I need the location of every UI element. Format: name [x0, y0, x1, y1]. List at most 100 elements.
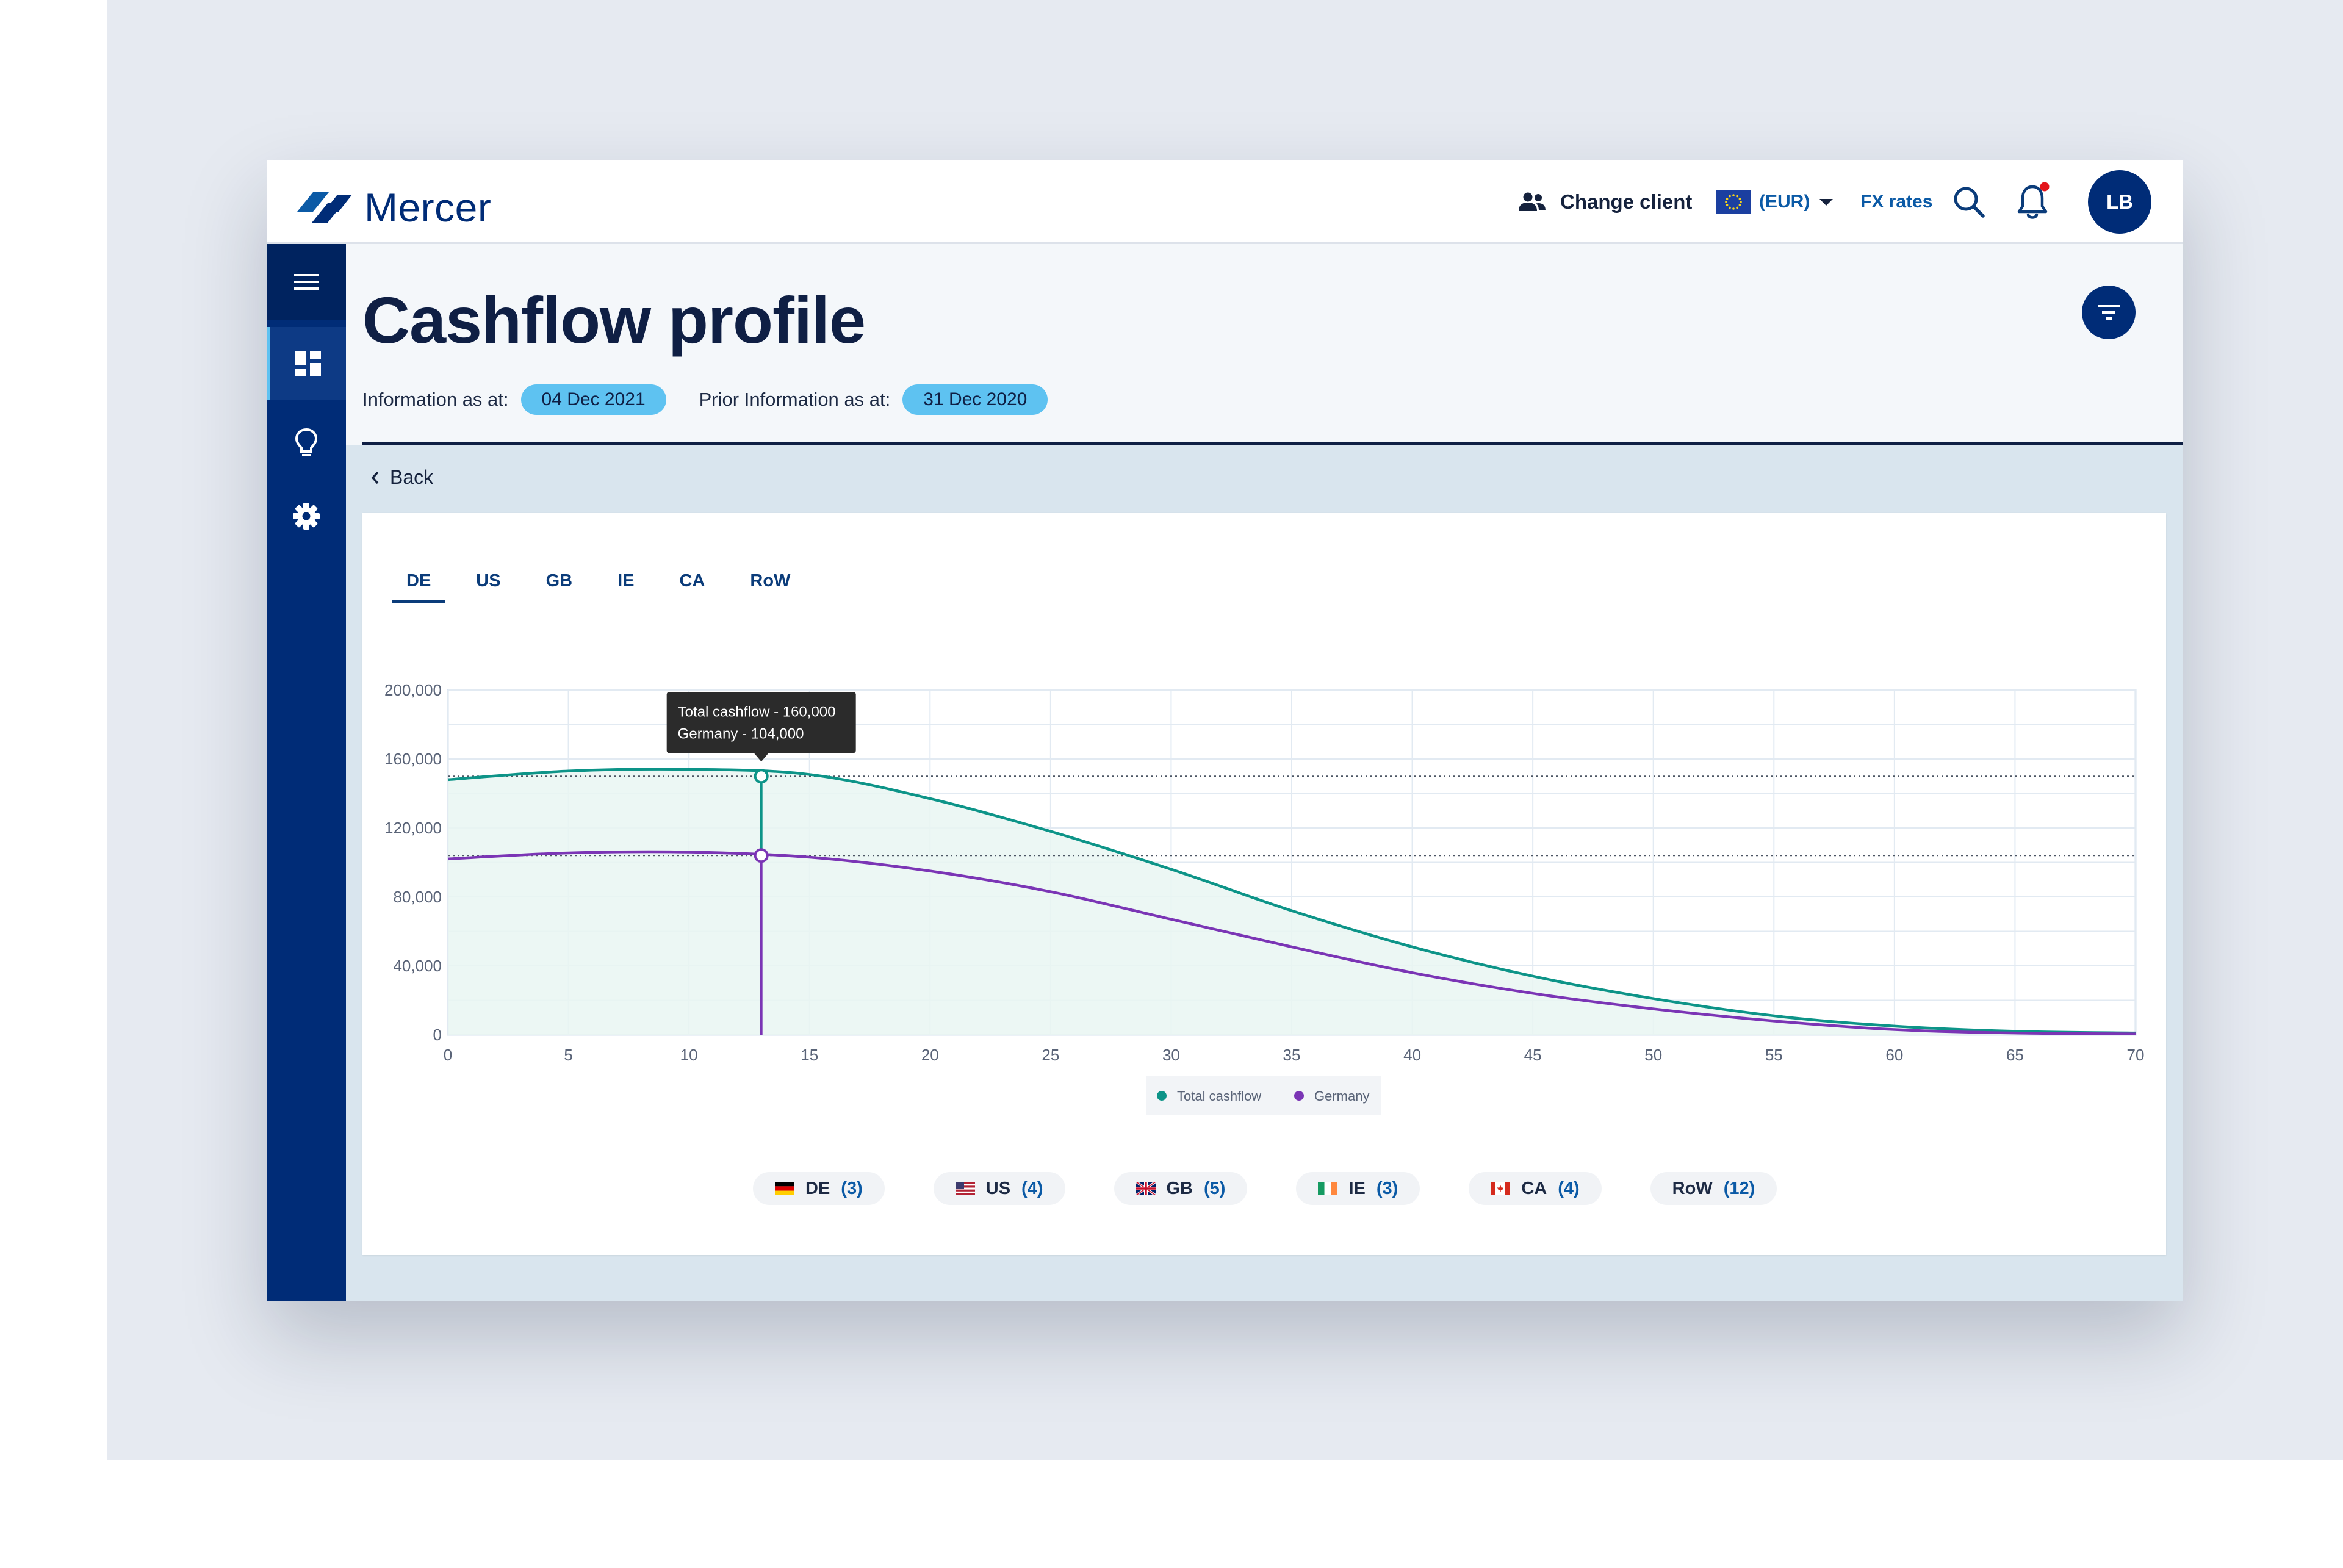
prior-date-badge: 31 Dec 2020 [902, 384, 1048, 415]
tooltip-line: Total cashflow - 160,000 [678, 703, 836, 720]
chip-de-count: (3) [841, 1178, 863, 1198]
header-divider [362, 442, 2183, 445]
x-tick-label: 20 [921, 1046, 939, 1064]
fx-rates-link[interactable]: FX rates [1860, 160, 1932, 244]
filter-icon [2098, 305, 2120, 320]
bell-icon [2017, 182, 2050, 219]
change-client-button[interactable]: Change client [1517, 160, 1692, 244]
users-icon [1519, 192, 1546, 211]
notification-dot [2040, 182, 2050, 192]
currency-selector[interactable]: (EUR) [1716, 160, 1834, 244]
hover-point-total [754, 769, 769, 784]
search-icon [1954, 187, 1985, 218]
page-title: Cashflow profile [362, 283, 866, 357]
x-tick-label: 65 [2006, 1046, 2024, 1064]
sidebar-item-dashboard[interactable] [267, 327, 346, 400]
tab-ca[interactable]: CA [679, 571, 705, 591]
x-tick-label: 40 [1403, 1046, 1421, 1064]
x-tick-label: 10 [680, 1046, 698, 1064]
menu-icon [294, 274, 319, 290]
x-tick-label: 60 [1885, 1046, 1903, 1064]
chip-ca-label: CA [1521, 1178, 1547, 1198]
chip-us-count: (4) [1021, 1178, 1043, 1198]
mercer-logo[interactable]: Mercer [297, 184, 491, 231]
sidebar-item-insights[interactable] [267, 406, 346, 480]
tab-ie[interactable]: IE [617, 571, 635, 591]
x-tick-label: 50 [1644, 1046, 1662, 1064]
chip-gb-label: GB [1166, 1178, 1193, 1198]
chip-gb-count: (5) [1204, 1178, 1226, 1198]
series-line-total-cashflow [447, 768, 2136, 1035]
prior-info-label: Prior Information as at: [699, 389, 891, 410]
x-tick-label: 35 [1283, 1046, 1301, 1064]
germany-flag-icon [775, 1182, 794, 1195]
brand-name: Mercer [364, 185, 492, 230]
chart-card: DE US GB IE CA RoW Total cashflow - 160,… [362, 513, 2166, 1255]
chip-ie-label: IE [1348, 1178, 1366, 1198]
x-tick-label: 5 [564, 1046, 572, 1064]
tooltip-arrow [754, 753, 769, 762]
chip-de[interactable]: DE (3) [753, 1172, 885, 1205]
search-button[interactable] [1952, 160, 1986, 244]
y-tick-label: 200,000 [384, 681, 442, 699]
country-tabs: DE US GB IE CA RoW [392, 571, 821, 603]
filter-button[interactable] [2082, 286, 2136, 339]
back-link[interactable]: Back [370, 466, 433, 489]
y-tick-label: 0 [433, 1026, 442, 1044]
y-tick-label: 120,000 [384, 819, 442, 837]
info-label: Information as at: [362, 389, 509, 410]
information-dates: Information as at: 04 Dec 2021 Prior Inf… [362, 384, 1048, 415]
uk-flag-icon [1136, 1182, 1156, 1195]
main-content: Back DE US GB IE CA RoW Total cashflow -… [346, 445, 2183, 1301]
avatar-initials: LB [2106, 190, 2133, 213]
eu-flag-icon [1716, 190, 1751, 214]
y-tick-label: 160,000 [384, 750, 442, 768]
chip-de-label: DE [805, 1178, 830, 1198]
tab-de[interactable]: DE [392, 571, 446, 603]
dashboard-icon [295, 351, 321, 376]
x-tick-label: 30 [1162, 1046, 1180, 1064]
cashflow-chart-svg: Total cashflow - 160,000 Germany - 104,00… [384, 681, 2145, 1115]
sidebar-menu-button[interactable] [267, 244, 346, 320]
x-tick-label: 0 [444, 1046, 452, 1064]
legend-box [1146, 1076, 1381, 1115]
lightbulb-icon [295, 428, 318, 456]
chip-ca-count: (4) [1558, 1178, 1580, 1198]
fx-rates-label: FX rates [1860, 192, 1933, 212]
mercer-logo-icon [297, 192, 352, 223]
user-avatar[interactable]: LB [2088, 170, 2151, 234]
x-tick-label: 70 [2127, 1046, 2145, 1064]
country-chips: DE (3) US (4) GB (5) IE (3) [753, 1172, 1826, 1205]
tooltip-line: Germany - 104,000 [678, 725, 804, 742]
legend-label: Total cashflow [1177, 1088, 1261, 1104]
x-tick-label: 45 [1524, 1046, 1542, 1064]
total-cashflow-area [448, 769, 2136, 1035]
hover-point-germany [754, 848, 769, 863]
tab-row[interactable]: RoW [750, 571, 791, 591]
legend-label: Germany [1314, 1088, 1369, 1104]
info-date-badge: 04 Dec 2021 [520, 384, 666, 415]
caret-down-icon [1819, 199, 1834, 206]
sidebar-item-settings[interactable] [267, 480, 346, 553]
tab-gb[interactable]: GB [545, 571, 573, 591]
x-tick-label: 15 [801, 1046, 818, 1064]
canada-flag-icon [1491, 1182, 1511, 1195]
y-tick-label: 80,000 [393, 888, 442, 906]
notifications-button[interactable] [2015, 160, 2052, 244]
chip-gb[interactable]: GB (5) [1114, 1172, 1248, 1205]
sidebar [267, 244, 346, 1301]
chip-ie[interactable]: IE (3) [1296, 1172, 1420, 1205]
chip-ie-count: (3) [1376, 1178, 1398, 1198]
chip-row-count: (12) [1723, 1178, 1755, 1198]
chevron-left-icon [371, 471, 379, 484]
chip-ca[interactable]: CA (4) [1469, 1172, 1602, 1205]
ireland-flag-icon [1318, 1182, 1338, 1195]
top-bar: Mercer Change client [267, 160, 2183, 244]
chip-us-label: US [985, 1178, 1011, 1198]
chip-us[interactable]: US (4) [933, 1172, 1065, 1205]
usa-flag-icon [955, 1182, 975, 1195]
x-tick-label: 25 [1042, 1046, 1059, 1064]
chip-row[interactable]: RoW (12) [1650, 1172, 1777, 1205]
change-client-label: Change client [1560, 190, 1693, 213]
tab-us[interactable]: US [476, 571, 501, 591]
